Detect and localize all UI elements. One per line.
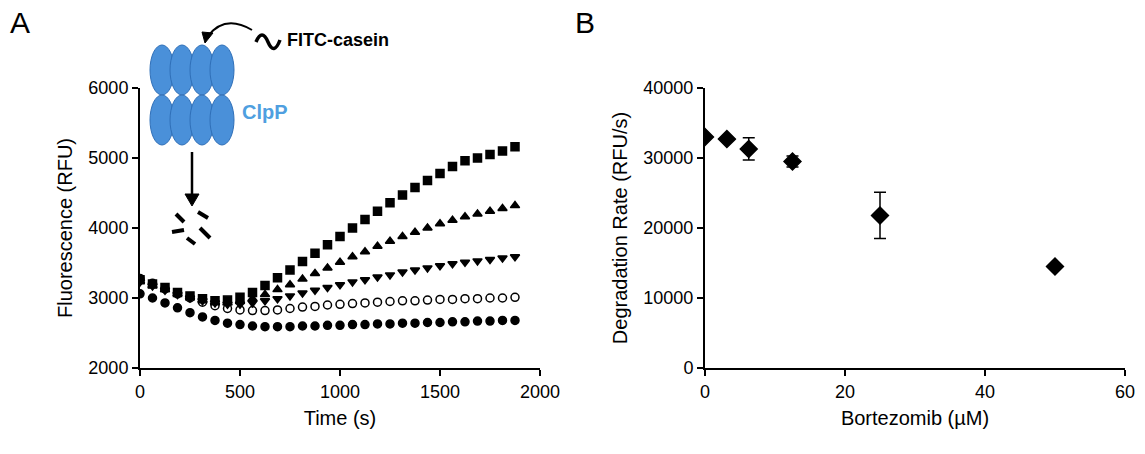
svg-text:60: 60	[1115, 382, 1135, 402]
svg-text:20000: 20000	[643, 218, 693, 238]
svg-text:500: 500	[225, 382, 255, 402]
svg-text:0: 0	[683, 358, 693, 378]
svg-text:ClpP: ClpP	[242, 101, 288, 123]
svg-text:1000: 1000	[320, 382, 360, 402]
svg-text:40000: 40000	[643, 78, 693, 98]
svg-text:0: 0	[135, 382, 145, 402]
svg-text:20: 20	[835, 382, 855, 402]
svg-text:FITC-casein: FITC-casein	[287, 30, 389, 50]
svg-text:1500: 1500	[420, 382, 460, 402]
svg-text:A: A	[10, 6, 30, 39]
svg-text:Time (s): Time (s)	[304, 407, 377, 429]
svg-text:5000: 5000	[88, 148, 128, 168]
svg-text:0: 0	[700, 382, 710, 402]
svg-text:Fluorescence (RFU): Fluorescence (RFU)	[54, 138, 76, 318]
svg-text:2000: 2000	[520, 382, 560, 402]
svg-text:3000: 3000	[88, 288, 128, 308]
svg-text:Degradation Rate (RFU/s): Degradation Rate (RFU/s)	[609, 112, 631, 344]
svg-text:2000: 2000	[88, 358, 128, 378]
svg-text:30000: 30000	[643, 148, 693, 168]
svg-text:10000: 10000	[643, 288, 693, 308]
svg-text:B: B	[575, 6, 595, 39]
svg-text:40: 40	[975, 382, 995, 402]
svg-text:6000: 6000	[88, 78, 128, 98]
svg-text:4000: 4000	[88, 218, 128, 238]
svg-text:Bortezomib (µM): Bortezomib (µM)	[841, 407, 989, 429]
